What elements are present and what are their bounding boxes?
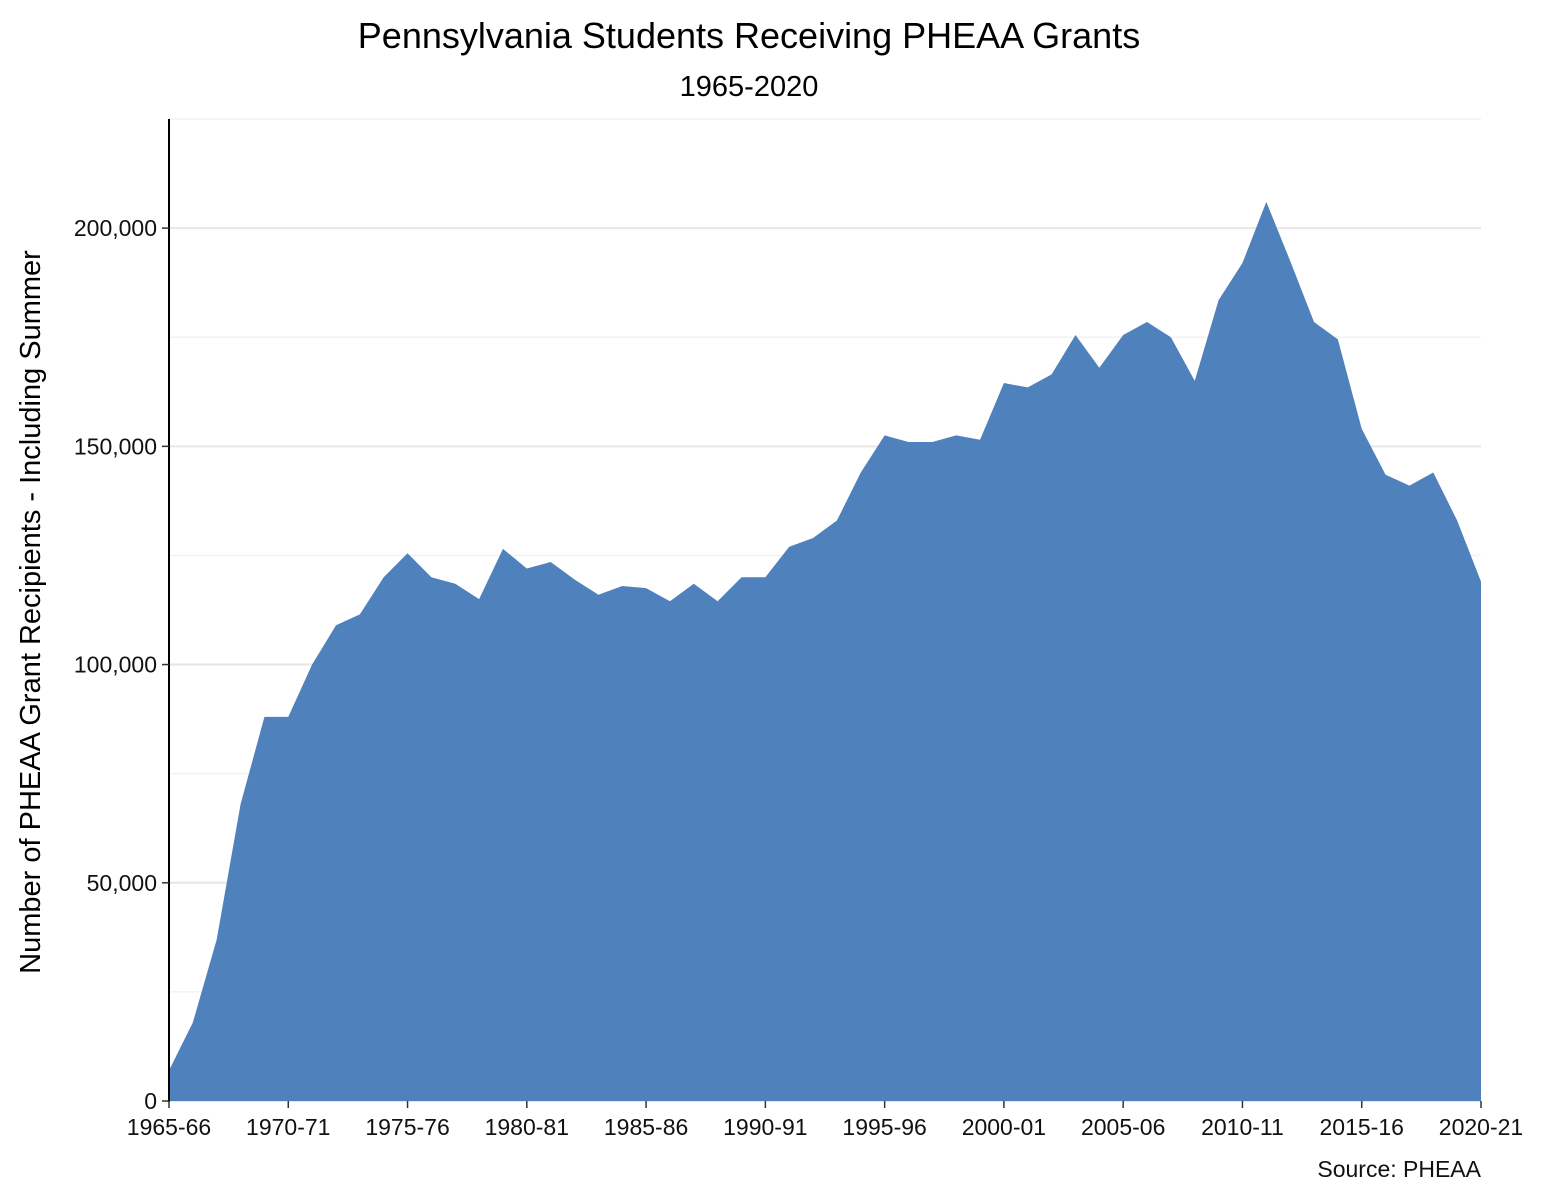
y-axis-ticks: 0 50,000 100,000 150,000 200,000 [74, 215, 169, 1114]
chart-title: Pennsylvania Students Receiving PHEAA Gr… [358, 15, 1140, 56]
y-tick-label: 100,000 [74, 652, 157, 678]
area-series [169, 201, 1481, 1102]
x-tick-label: 1995-96 [842, 1114, 926, 1140]
y-tick-label: 0 [144, 1088, 157, 1114]
x-tick-label: 1985-86 [604, 1114, 688, 1140]
x-tick-label: 1970-71 [246, 1114, 330, 1140]
x-tick-label: 2010-11 [1201, 1114, 1284, 1140]
x-tick-label: 2005-06 [1081, 1114, 1165, 1140]
x-tick-label: 2000-01 [962, 1114, 1046, 1140]
x-tick-label: 1980-81 [485, 1114, 569, 1140]
x-tick-label: 1990-91 [723, 1114, 807, 1140]
source-caption: Source: PHEAA [1317, 1156, 1481, 1182]
x-tick-label: 2020-21 [1439, 1114, 1523, 1140]
x-axis-ticks: 1965-66 1970-71 1975-76 1980-81 1985-86 1990-… [127, 1101, 1523, 1140]
x-tick-label: 1965-66 [127, 1114, 211, 1140]
x-tick-label: 2015-16 [1320, 1114, 1404, 1140]
y-tick-label: 200,000 [74, 215, 157, 241]
chart-subtitle: 1965-2020 [680, 71, 819, 103]
y-tick-label: 150,000 [74, 433, 157, 459]
y-axis-title: Number of PHEAA Grant Recipients - Inclu… [15, 250, 47, 974]
y-tick-label: 50,000 [87, 870, 157, 896]
x-tick-label: 1975-76 [365, 1114, 449, 1140]
